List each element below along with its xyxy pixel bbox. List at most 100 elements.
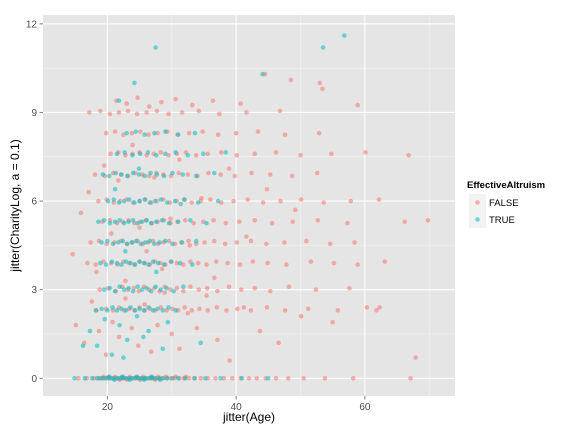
data-point bbox=[161, 262, 167, 267]
data-point bbox=[126, 219, 131, 225]
data-point bbox=[244, 234, 249, 239]
data-point bbox=[132, 262, 138, 267]
data-point bbox=[117, 217, 122, 223]
data-point bbox=[223, 150, 229, 155]
data-point bbox=[177, 157, 182, 163]
data-point bbox=[129, 130, 135, 136]
data-point bbox=[166, 238, 172, 244]
data-point bbox=[129, 240, 135, 245]
data-point bbox=[221, 375, 227, 381]
data-point bbox=[123, 308, 129, 313]
data-point bbox=[352, 240, 357, 245]
data-point bbox=[211, 275, 217, 281]
data-point bbox=[142, 132, 148, 137]
data-point bbox=[181, 288, 186, 294]
data-point bbox=[165, 319, 171, 325]
data-point bbox=[301, 375, 307, 381]
data-point bbox=[284, 262, 289, 267]
data-point bbox=[107, 173, 112, 179]
data-point bbox=[173, 96, 178, 102]
data-point bbox=[200, 151, 206, 157]
data-point bbox=[160, 308, 166, 313]
data-point bbox=[101, 287, 107, 292]
data-point bbox=[376, 197, 382, 202]
data-point bbox=[166, 305, 171, 310]
data-point bbox=[211, 238, 217, 244]
data-point bbox=[191, 220, 196, 226]
data-point bbox=[215, 288, 220, 294]
data-point bbox=[288, 77, 294, 83]
data-point bbox=[195, 200, 201, 205]
data-point bbox=[252, 151, 258, 157]
data-point bbox=[154, 172, 160, 177]
data-point bbox=[154, 269, 159, 275]
data-point bbox=[219, 150, 224, 155]
data-point bbox=[149, 374, 155, 380]
data-point bbox=[308, 259, 314, 264]
y-tick-label: 9 bbox=[31, 108, 37, 119]
data-point bbox=[170, 375, 175, 381]
data-point bbox=[264, 241, 269, 247]
data-point bbox=[102, 316, 108, 322]
data-point bbox=[142, 173, 148, 179]
data-point bbox=[97, 108, 103, 114]
data-point bbox=[152, 241, 157, 247]
data-point bbox=[116, 240, 121, 245]
data-point bbox=[96, 219, 101, 225]
x-tick-label: 60 bbox=[359, 402, 371, 413]
data-point bbox=[116, 110, 122, 115]
data-point bbox=[130, 142, 135, 148]
data-point bbox=[161, 173, 167, 179]
data-point bbox=[114, 151, 120, 157]
data-point bbox=[206, 170, 211, 176]
data-point bbox=[208, 197, 213, 202]
data-point bbox=[286, 284, 292, 290]
data-point bbox=[176, 170, 182, 176]
data-point bbox=[154, 152, 159, 158]
data-point bbox=[110, 241, 116, 247]
data-point bbox=[159, 217, 165, 223]
data-point bbox=[331, 260, 337, 266]
data-point bbox=[146, 305, 151, 310]
data-point bbox=[289, 173, 295, 179]
data-point bbox=[164, 200, 170, 205]
data-point bbox=[264, 305, 270, 310]
data-point bbox=[408, 375, 413, 381]
data-point bbox=[93, 262, 99, 267]
data-point bbox=[116, 178, 121, 183]
data-point bbox=[89, 299, 95, 304]
data-point bbox=[232, 173, 238, 179]
data-point bbox=[290, 219, 296, 225]
data-point bbox=[267, 172, 273, 177]
data-point bbox=[137, 306, 142, 312]
data-point bbox=[246, 375, 252, 381]
data-point bbox=[153, 45, 158, 50]
data-point bbox=[112, 129, 118, 134]
data-point bbox=[194, 325, 200, 331]
data-point bbox=[169, 331, 175, 337]
panel-background bbox=[43, 15, 455, 396]
data-point bbox=[345, 220, 350, 226]
data-point bbox=[222, 241, 228, 247]
data-point bbox=[226, 166, 232, 171]
data-point bbox=[170, 241, 175, 247]
data-point bbox=[177, 260, 183, 266]
data-point bbox=[87, 328, 93, 334]
data-point bbox=[148, 170, 153, 176]
data-point bbox=[76, 375, 81, 381]
data-point bbox=[210, 98, 216, 103]
data-point bbox=[205, 308, 211, 313]
data-point bbox=[114, 308, 120, 313]
data-point bbox=[202, 375, 208, 381]
data-point bbox=[137, 225, 142, 230]
data-point bbox=[144, 110, 149, 115]
data-point bbox=[99, 306, 104, 312]
data-point bbox=[406, 152, 411, 158]
data-point bbox=[163, 151, 168, 157]
data-point bbox=[137, 129, 143, 134]
data-point bbox=[146, 104, 152, 109]
data-point bbox=[137, 151, 143, 157]
data-point bbox=[117, 322, 122, 328]
data-point bbox=[193, 152, 199, 158]
data-point bbox=[96, 198, 101, 204]
